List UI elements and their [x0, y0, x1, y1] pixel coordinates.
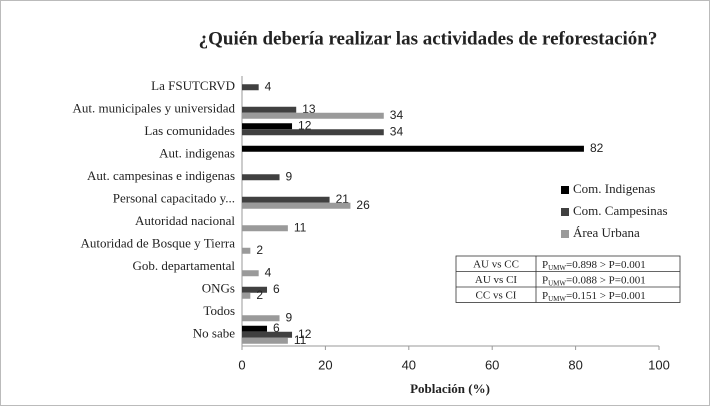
x-tick-label: 40 [402, 357, 416, 372]
p-subscript: UMW [548, 263, 566, 271]
data-label: 6 [273, 321, 280, 335]
bar [242, 286, 268, 293]
table-cell: PUMW=0.151 > P=0.001 [542, 289, 646, 302]
table-cell: PUMW=0.898 > P=0.001 [542, 258, 646, 271]
y-tick-label: Aut. indigenas [159, 146, 235, 161]
legend-label: Com. Campesinas [573, 203, 668, 218]
p-value: =0.088 > P=0.001 [566, 274, 646, 286]
legend-label: Com. Indigenas [573, 181, 655, 196]
x-tick-label: 20 [318, 357, 332, 372]
data-label: 9 [286, 169, 293, 183]
data-label: 2 [256, 243, 263, 257]
data-label: 82 [590, 141, 604, 155]
bar [242, 315, 280, 322]
data-label: 6 [273, 282, 280, 296]
stats-table [455, 255, 681, 303]
table-cell: AU vs CI [475, 274, 518, 286]
p-value: =0.151 > P=0.001 [566, 289, 646, 301]
bar [242, 174, 280, 181]
bar [242, 331, 293, 338]
data-label: 21 [336, 192, 350, 206]
x-tick-label: 0 [238, 357, 245, 372]
data-label: 34 [390, 108, 404, 122]
x-tick-label: 80 [568, 357, 582, 372]
x-tick-label: 60 [485, 357, 499, 372]
x-axis-label: Población (%) [410, 381, 490, 396]
y-tick-label: Aut. municipales y universidad [73, 101, 236, 116]
bar [242, 84, 259, 91]
bar [242, 123, 293, 130]
legend-swatch [561, 208, 569, 216]
bar [242, 202, 351, 209]
bar [242, 225, 288, 232]
table-cell: PUMW=0.088 > P=0.001 [542, 274, 646, 287]
legend-label: Área Urbana [573, 225, 640, 240]
y-tick-label: Autoridad nacional [135, 213, 235, 228]
table-cell: AU vs CC [473, 258, 519, 270]
y-tick-label: Las comunidades [144, 123, 235, 138]
y-tick-label: La FSUTCRVD [151, 78, 235, 93]
data-label: 13 [302, 102, 316, 116]
data-label: 4 [265, 79, 272, 93]
y-tick-label: ONGs [202, 281, 235, 296]
data-label: 12 [298, 118, 312, 132]
data-label: 34 [390, 124, 404, 138]
y-tick-label: Aut. campesinas e indigenas [87, 168, 235, 183]
p-symbol: P [542, 258, 548, 270]
y-tick-label: Todos [203, 303, 235, 318]
p-symbol: P [542, 289, 548, 301]
bar [242, 106, 297, 113]
data-label: 26 [356, 198, 370, 212]
bar [242, 270, 259, 277]
chart-title: ¿Quién debería realizar las actividades … [199, 28, 658, 49]
bar [242, 337, 288, 344]
p-value: =0.898 > P=0.001 [566, 258, 646, 270]
y-tick-label: Personal capacitado y... [113, 191, 235, 206]
p-symbol: P [542, 274, 548, 286]
bar [242, 292, 251, 299]
y-tick-label: Autoridad de Bosque y Tierra [80, 236, 235, 251]
bar [242, 145, 584, 152]
data-label: 9 [286, 310, 293, 324]
y-tick-label: No sabe [193, 326, 235, 341]
bar [242, 196, 330, 203]
bar [242, 129, 384, 136]
data-label: 12 [298, 327, 312, 341]
data-label: 2 [256, 288, 263, 302]
data-label: 11 [294, 333, 307, 347]
table-cell: CC vs CI [476, 289, 517, 301]
p-subscript: UMW [548, 279, 566, 287]
data-label: 4 [265, 265, 272, 279]
y-tick-label: Gob. departamental [132, 258, 235, 273]
bar [242, 247, 251, 254]
legend-swatch [561, 186, 569, 194]
legend-swatch [561, 230, 569, 238]
data-label: 11 [294, 220, 307, 234]
bar [242, 325, 268, 332]
bar [242, 112, 384, 119]
p-subscript: UMW [548, 294, 566, 302]
x-tick-label: 100 [648, 357, 670, 372]
